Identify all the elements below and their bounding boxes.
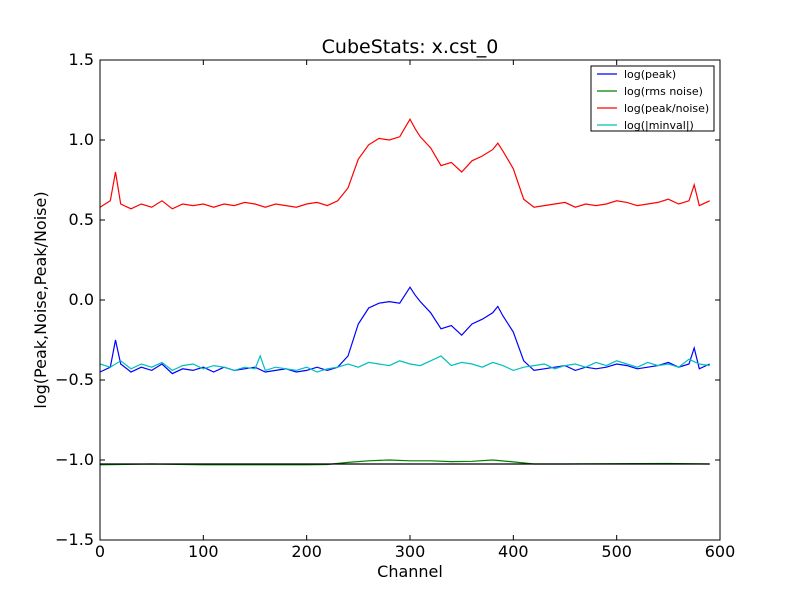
y-tick-label: 0.5 xyxy=(69,210,94,229)
x-tick-label: 300 xyxy=(395,542,426,561)
legend-entries: log(peak) log(rms noise) log(peak/noise) lo… xyxy=(597,68,709,132)
plot-area: 0 100 200 300 400 500 600 −1.5 −1.0 −0.5 0.0 0.5 1.0… xyxy=(55,50,735,561)
y-tick-label: −0.5 xyxy=(55,370,94,389)
legend-label-0: log(peak) xyxy=(624,68,676,81)
y-axis-label: log(Peak,Noise,Peak/Noise) xyxy=(31,191,50,408)
legend-frame xyxy=(590,65,715,132)
series-line-0 xyxy=(99,286,710,375)
y-tick-label: 1.0 xyxy=(69,130,94,149)
axes-background xyxy=(100,60,720,540)
x-axis-label: Channel xyxy=(377,562,443,581)
tick-layer: 0 100 200 300 400 500 600 −1.5 −1.0 −0.5 0.0 0.5 1.0… xyxy=(55,50,735,561)
x-tick-label: 0 xyxy=(95,542,105,561)
legend-label-2: log(peak/noise) xyxy=(624,102,709,115)
legend-label-1: log(rms noise) xyxy=(624,85,703,98)
legend: log(peak) log(rms noise) log(peak/noise) lo… xyxy=(590,65,715,132)
x-tick-label: 600 xyxy=(705,542,736,561)
series-line-2 xyxy=(99,117,710,210)
y-tick-label: −1.0 xyxy=(55,450,94,469)
y-tick-label: 1.5 xyxy=(69,50,94,69)
series-line-3 xyxy=(99,354,710,373)
x-tick-label: 100 xyxy=(188,542,219,561)
y-tick-label: −1.5 xyxy=(55,530,94,549)
legend-label-3: log(|minval|) xyxy=(624,119,694,132)
x-tick-label: 200 xyxy=(291,542,322,561)
x-tick-label: 400 xyxy=(498,542,529,561)
y-tick-label: 0.0 xyxy=(69,290,94,309)
x-tick-label: 500 xyxy=(601,542,632,561)
chart-title: CubeStats: x.cst_0 xyxy=(322,36,499,58)
